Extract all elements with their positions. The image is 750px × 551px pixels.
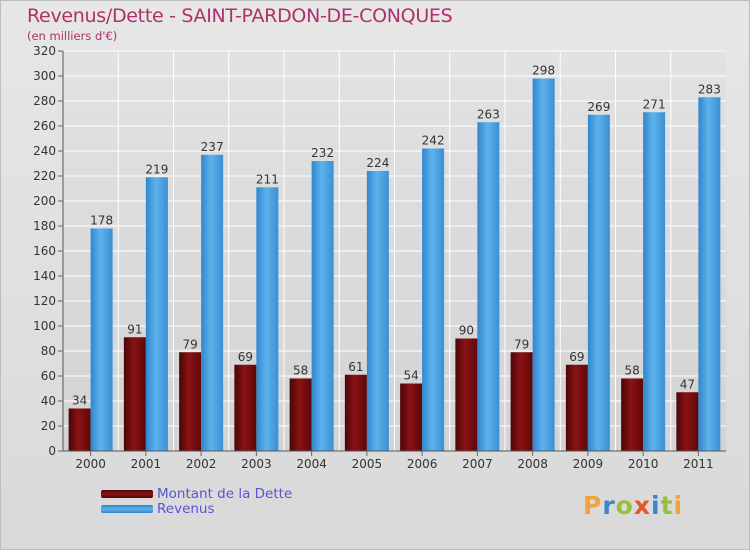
data-label: 271	[643, 97, 666, 111]
y-tick-label: 40	[41, 394, 56, 408]
x-tick-label: 2000	[75, 457, 106, 471]
y-tick-label: 140	[33, 269, 56, 283]
data-label: 283	[698, 82, 721, 96]
bar-revenus	[643, 112, 666, 451]
x-tick-label: 2007	[462, 457, 493, 471]
y-tick-label: 60	[41, 369, 56, 383]
chart-title: Revenus/Dette - SAINT-PARDON-DE-CONQUES	[27, 5, 453, 27]
bar-revenus	[422, 148, 445, 451]
y-tick-label: 200	[33, 194, 56, 208]
bar-revenus	[477, 122, 500, 451]
y-tick-label: 20	[41, 419, 56, 433]
y-tick-label: 280	[33, 94, 56, 108]
bar-dette	[676, 392, 699, 451]
data-label: 237	[201, 140, 224, 154]
data-label: 79	[514, 337, 529, 351]
logo-letter: o	[615, 491, 634, 520]
data-label: 58	[293, 364, 308, 378]
data-label: 34	[72, 394, 87, 408]
logo-letter: P	[583, 491, 603, 520]
data-label: 263	[477, 107, 500, 121]
legend-label-dette: Montant de la Dette	[157, 486, 293, 502]
x-tick-label: 2002	[186, 457, 217, 471]
data-label: 232	[311, 146, 334, 160]
y-tick-label: 180	[33, 219, 56, 233]
bar-revenus	[311, 161, 334, 451]
logo-letter: r	[602, 491, 616, 520]
data-label: 79	[182, 337, 197, 351]
x-tick-label: 2008	[517, 457, 548, 471]
logo-letter: i	[651, 491, 661, 520]
grid-lines	[63, 50, 726, 451]
bar-dette	[234, 364, 257, 451]
chart-subtitle: (en milliers d'€)	[27, 29, 118, 43]
bar-dette	[510, 352, 533, 451]
data-label: 90	[459, 324, 474, 338]
bar-dette	[565, 364, 588, 451]
data-label: 91	[127, 322, 142, 336]
x-tick-label: 2005	[352, 457, 383, 471]
bar-revenus	[366, 171, 389, 451]
bar-revenus	[145, 177, 168, 451]
bar-revenus	[201, 154, 224, 451]
bar-dette	[621, 378, 644, 451]
y-tick-label: 0	[48, 444, 56, 458]
bar-dette	[455, 338, 478, 451]
bar-revenus	[587, 114, 610, 451]
axes: 0 20 40 60 80 100 120 140 160 180 200 220 240 260 280 3…	[33, 44, 726, 471]
proxiti-logo: Proxiti	[583, 491, 683, 520]
y-tick-label: 260	[33, 119, 56, 133]
y-tick-label: 160	[33, 244, 56, 258]
y-tick-label: 240	[33, 144, 56, 158]
bar-revenus	[698, 97, 721, 451]
x-tick-label: 2004	[296, 457, 327, 471]
legend-swatch-revenus	[101, 505, 153, 513]
x-tick-label: 2001	[131, 457, 162, 471]
bar-dette	[179, 352, 202, 451]
legend-swatch-dette	[101, 490, 153, 498]
bar-dette	[289, 378, 312, 451]
data-label: 224	[366, 156, 389, 170]
x-tick-label: 2011	[683, 457, 714, 471]
y-tick-label: 100	[33, 319, 56, 333]
y-tick-label: 220	[33, 169, 56, 183]
bars: 34 178 91 219 79 237 69 211 58 232 61 224 54 242 90 263…	[68, 64, 721, 451]
x-tick-label: 2006	[407, 457, 438, 471]
bar-revenus	[90, 228, 113, 451]
bar-revenus	[532, 78, 555, 451]
y-tick-label: 80	[41, 344, 56, 358]
y-tick-label: 300	[33, 69, 56, 83]
data-label: 54	[403, 369, 418, 383]
x-tick-label: 2010	[628, 457, 659, 471]
y-tick-label: 320	[33, 44, 56, 58]
bar-dette	[123, 337, 146, 451]
x-tick-label: 2009	[573, 457, 604, 471]
logo-letter: i	[673, 491, 684, 520]
data-label: 69	[569, 350, 584, 364]
data-label: 69	[238, 350, 253, 364]
data-label: 298	[532, 64, 555, 78]
x-tick-label: 2003	[241, 457, 272, 471]
y-tick-label: 120	[33, 294, 56, 308]
data-label: 269	[587, 100, 610, 114]
legend-label-revenus: Revenus	[157, 501, 215, 517]
bar-dette	[344, 374, 367, 451]
data-label: 219	[145, 162, 168, 176]
bar-dette	[400, 383, 423, 451]
bar-dette	[68, 408, 91, 451]
data-label: 178	[90, 214, 113, 228]
data-label: 58	[624, 364, 639, 378]
bar-revenus	[256, 187, 279, 451]
data-label: 242	[422, 134, 445, 148]
logo-letter: t	[660, 491, 674, 520]
data-label: 47	[680, 377, 695, 391]
logo-letter: x	[633, 491, 651, 520]
data-label: 211	[256, 172, 279, 186]
data-label: 61	[348, 360, 363, 374]
